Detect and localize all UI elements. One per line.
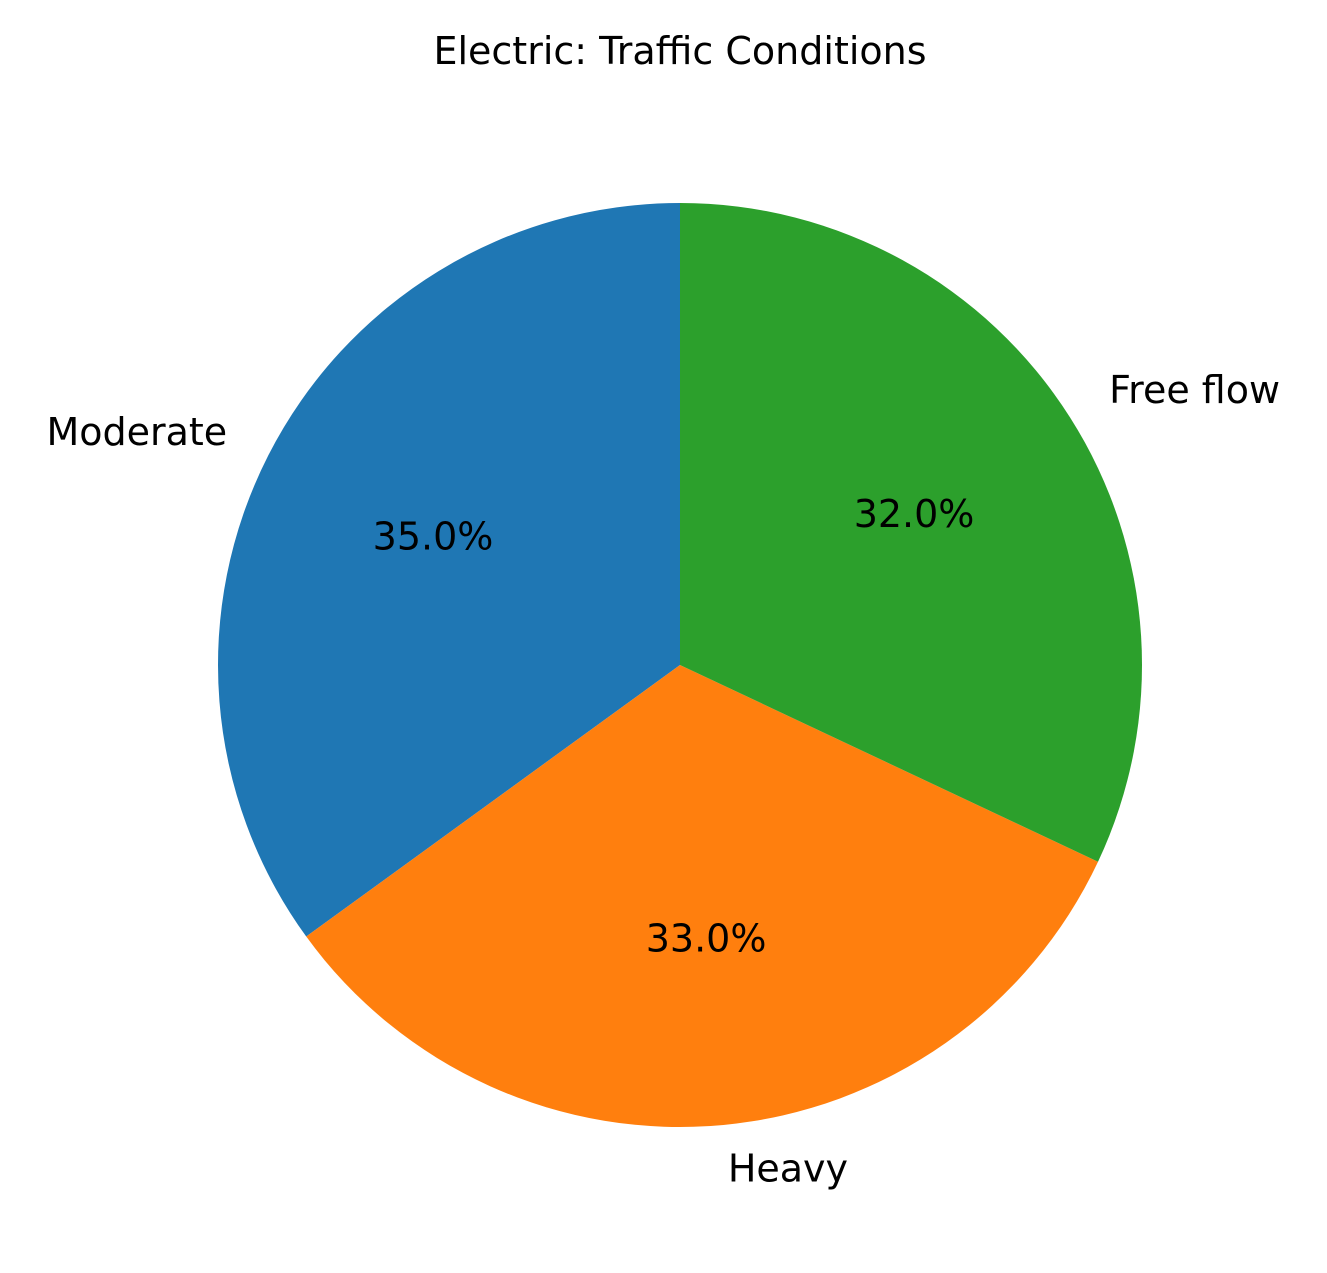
slice-label-free-flow: Free flow — [1109, 368, 1280, 412]
percent-label-moderate: 35.0% — [373, 515, 494, 559]
pie-slices — [217, 202, 1143, 1128]
slice-label-heavy: Heavy — [728, 1146, 848, 1190]
pie-slice-free-flow — [680, 202, 1143, 862]
pie-slice-moderate — [217, 203, 680, 937]
pie-slice-heavy — [306, 665, 1099, 1128]
slice-label-moderate: Moderate — [46, 410, 227, 454]
pie-labels: Moderate 35.0% Heavy 33.0% Free flow 32.0% — [46, 368, 1280, 1190]
percent-label-free-flow: 32.0% — [854, 492, 975, 536]
chart-title: Electric: Traffic Conditions — [433, 29, 926, 73]
percent-label-heavy: 33.0% — [646, 916, 767, 960]
